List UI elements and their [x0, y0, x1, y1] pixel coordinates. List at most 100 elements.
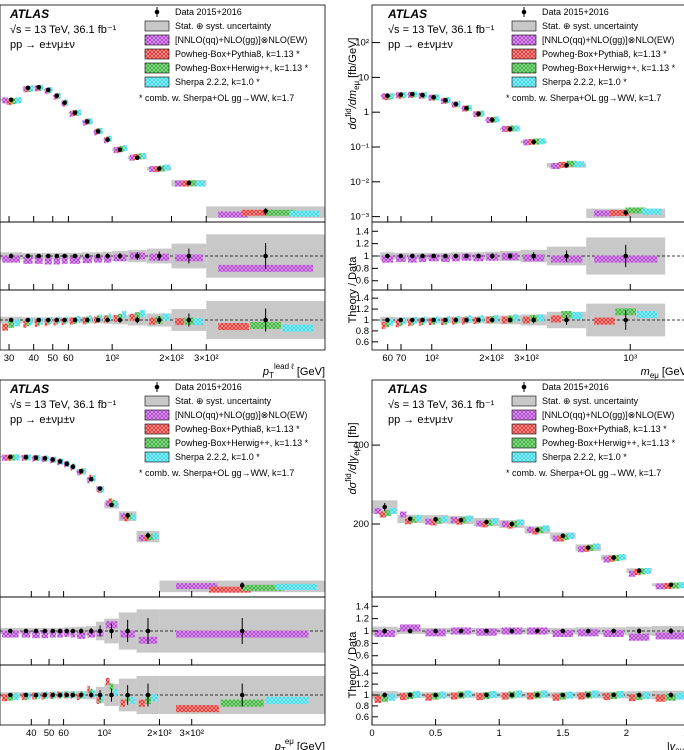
process-label: pp → e±νμ±ν [388, 414, 453, 426]
ratio-y-tick-label: 0.6 [356, 712, 369, 723]
prediction-ratio [457, 315, 460, 323]
data-point [50, 457, 56, 462]
prediction [625, 207, 646, 214]
prediction-ratio [92, 689, 95, 697]
x-tick-label: 60 [63, 353, 74, 364]
x-title-sup: eμ [285, 737, 294, 746]
data-point [531, 139, 536, 145]
prediction-ratio [381, 694, 389, 702]
ratio-y-tick-label: 1.2 [356, 679, 369, 690]
x-tick-label: 3×10² [179, 728, 204, 739]
data-ratio-point [385, 253, 390, 259]
legend-label: Powheg-Box+Pythia8, k=1.13 * [175, 49, 300, 59]
data-ratio-point [156, 253, 162, 259]
data-ratio-point [156, 317, 162, 323]
data-ratio-point [8, 692, 13, 698]
data-ratio-point [72, 253, 78, 259]
prediction-ratio [193, 318, 203, 326]
legend-swatch [511, 76, 537, 88]
prediction-ratio [578, 692, 585, 700]
prediction-ratio [13, 693, 19, 701]
prediction-ratio [265, 696, 309, 704]
prediction [69, 110, 74, 117]
y-title-unit: [fb/GeV] [347, 38, 359, 78]
energy-label: √s = 13 TeV, 36.1 fb⁻¹ [10, 399, 117, 411]
prediction-ratio [636, 311, 658, 319]
data-ratio-point [623, 317, 629, 323]
prediction [461, 105, 465, 112]
legend-data-marker [154, 384, 160, 390]
prediction-ratio [87, 686, 90, 694]
data-ratio-point [8, 253, 14, 259]
x-tick-label: 60 [58, 728, 69, 739]
legend-swatch [511, 48, 537, 60]
ratio-y-tick-label: 1 [364, 315, 369, 326]
data-ratio-point [135, 253, 140, 259]
data-point [263, 208, 268, 214]
y-tick-label: 10² [355, 38, 369, 49]
data-ratio-point [611, 692, 616, 698]
prediction-ratio [413, 317, 417, 325]
data-ratio-point [420, 253, 425, 259]
data-ratio-point [64, 628, 70, 634]
data-ratio-point [431, 253, 436, 259]
data-ratio-point [62, 317, 67, 323]
data-ratio-point [25, 253, 31, 259]
data-ratio-point [382, 628, 388, 634]
x-tick-label: 0.5 [429, 728, 442, 739]
data-point [33, 455, 39, 461]
x-tick-label: 2×10² [147, 728, 172, 739]
process-label: pp → e±νμ±ν [10, 414, 75, 426]
prediction-ratio [561, 311, 572, 319]
energy-label: √s = 13 TeV, 36.1 fb⁻¹ [10, 24, 117, 36]
legend-swatch [144, 437, 170, 449]
y-tick-label: 10⁻³ [350, 212, 369, 223]
x-title-unit: [GeV] [297, 366, 325, 378]
prediction [76, 469, 80, 476]
prediction-ratio [49, 317, 52, 325]
prediction-ratio [603, 693, 611, 701]
data-ratio-point [54, 253, 60, 259]
x-tick-label: 50 [44, 728, 55, 739]
data-point [239, 583, 245, 588]
prediction-ratio [435, 316, 439, 324]
data-ratio-point [398, 253, 404, 259]
prediction [89, 118, 93, 125]
data-ratio-point [507, 253, 513, 259]
data-ratio-point [443, 317, 448, 323]
prediction [374, 507, 381, 514]
prediction [11, 98, 17, 105]
data-point [668, 582, 674, 588]
prediction [557, 535, 565, 542]
prediction [566, 160, 577, 167]
x-tick-label: 3×10² [194, 353, 219, 364]
prediction [628, 570, 636, 577]
prediction-ratio [34, 256, 43, 264]
y-tick-label: 10 [358, 72, 369, 83]
legend-label: Stat. ⊕ syst. uncertainty [542, 396, 639, 406]
prediction [129, 154, 135, 161]
data-point [453, 101, 459, 107]
legend-label: Sherpa 2.2.2, k=1.0 * [542, 452, 627, 462]
data-ratio-point [410, 253, 415, 259]
prediction-ratio [88, 315, 92, 323]
data-ratio-point [125, 628, 130, 634]
prediction-ratio [109, 683, 114, 691]
prediction [53, 93, 56, 100]
legend-swatch [144, 48, 170, 60]
y-title-unit: | [fb] [347, 422, 359, 443]
x-title-sub: eμ [675, 746, 684, 750]
y-tick-label: 10⁻¹ [350, 142, 369, 153]
prediction [93, 475, 96, 482]
prediction-ratio [21, 693, 25, 701]
prediction-ratio [140, 309, 145, 317]
data-ratio-point [95, 253, 101, 259]
legend-label: [NNLO(qq)+NLO(gg)]⊗NLO(EW) [542, 410, 674, 420]
prediction-ratio [2, 694, 8, 702]
prediction [111, 499, 116, 506]
prediction-ratio [96, 696, 99, 704]
prediction-ratio [26, 319, 30, 327]
y-title-sub: eμ [352, 80, 361, 89]
prediction-ratio [441, 254, 450, 262]
x-tick-label: 70 [396, 353, 407, 364]
